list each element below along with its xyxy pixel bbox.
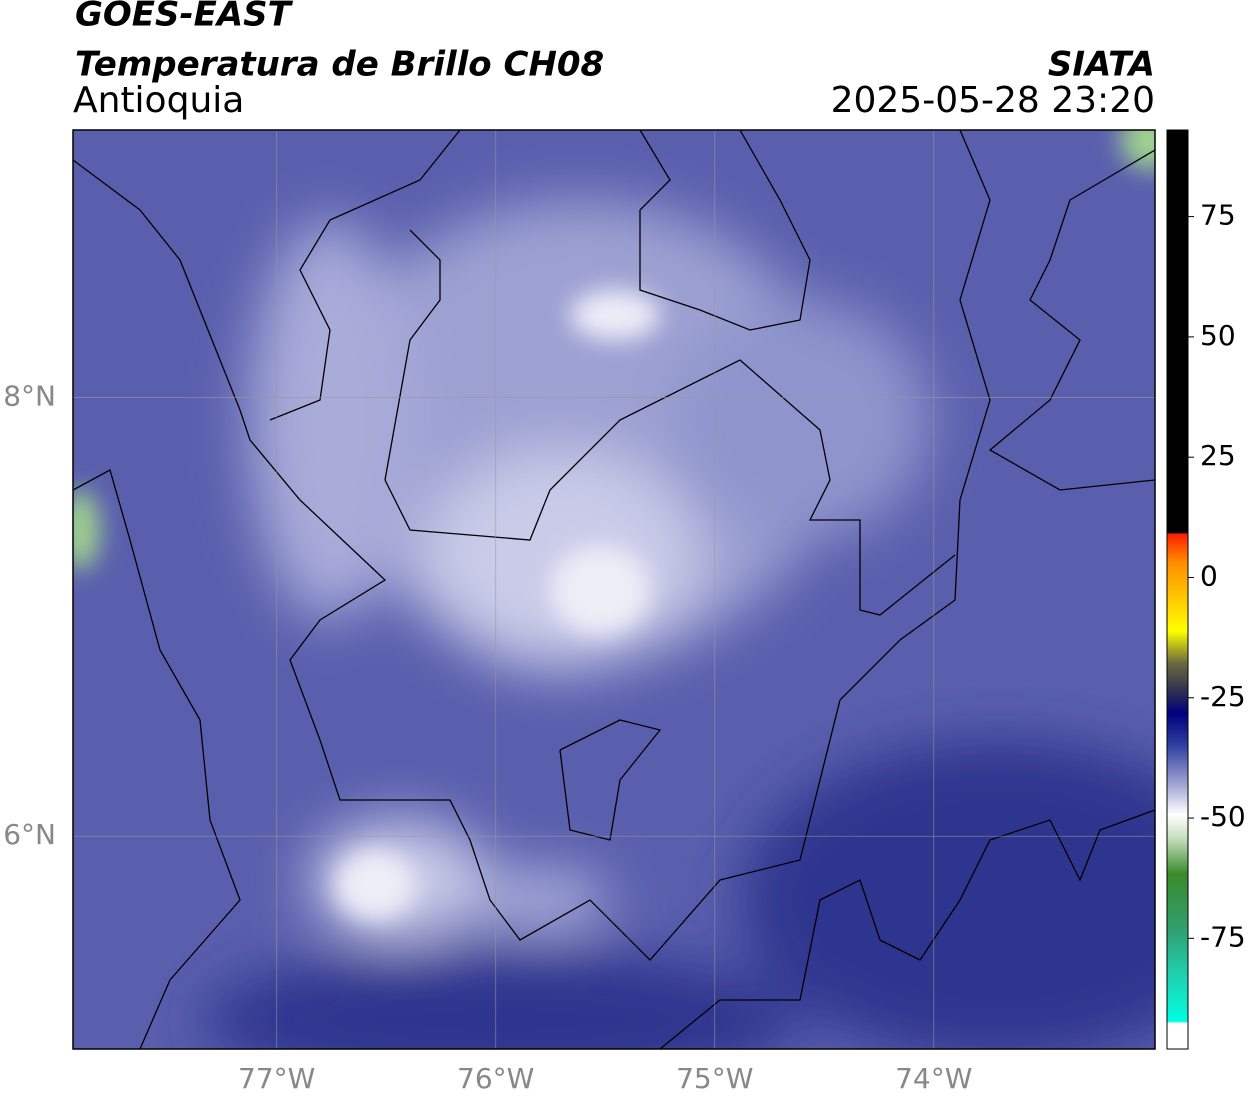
x-tick-label: 74°W — [895, 1062, 972, 1095]
timestamp: 2025-05-28 23:20 — [831, 80, 1155, 121]
x-tick-label: 77°W — [238, 1062, 315, 1095]
colorbar-label: -25 — [1200, 680, 1246, 713]
colorbar-label: 50 — [1200, 319, 1236, 352]
map — [73, 130, 1155, 1049]
x-tick-label: 76°W — [457, 1062, 534, 1095]
x-tick-label: 75°W — [676, 1062, 753, 1095]
y-tick-label: 6°N — [3, 818, 56, 851]
colorbar-label: 0 — [1200, 559, 1218, 592]
colorbar-label: 75 — [1200, 199, 1236, 232]
colorbar-label: -50 — [1200, 800, 1246, 833]
region: Antioquia — [73, 80, 244, 121]
colorbar-label: 25 — [1200, 439, 1236, 472]
y-tick-label: 8°N — [3, 380, 56, 413]
map-frame — [72, 129, 1156, 1050]
subtitle: Temperatura de Brillo CH08 — [75, 45, 604, 85]
colorbar-label: -75 — [1200, 920, 1246, 953]
title: GOES-EAST — [75, 0, 294, 35]
colorbar — [1166, 129, 1189, 1050]
source: SIATA — [1048, 45, 1155, 85]
grid — [73, 130, 1155, 1049]
